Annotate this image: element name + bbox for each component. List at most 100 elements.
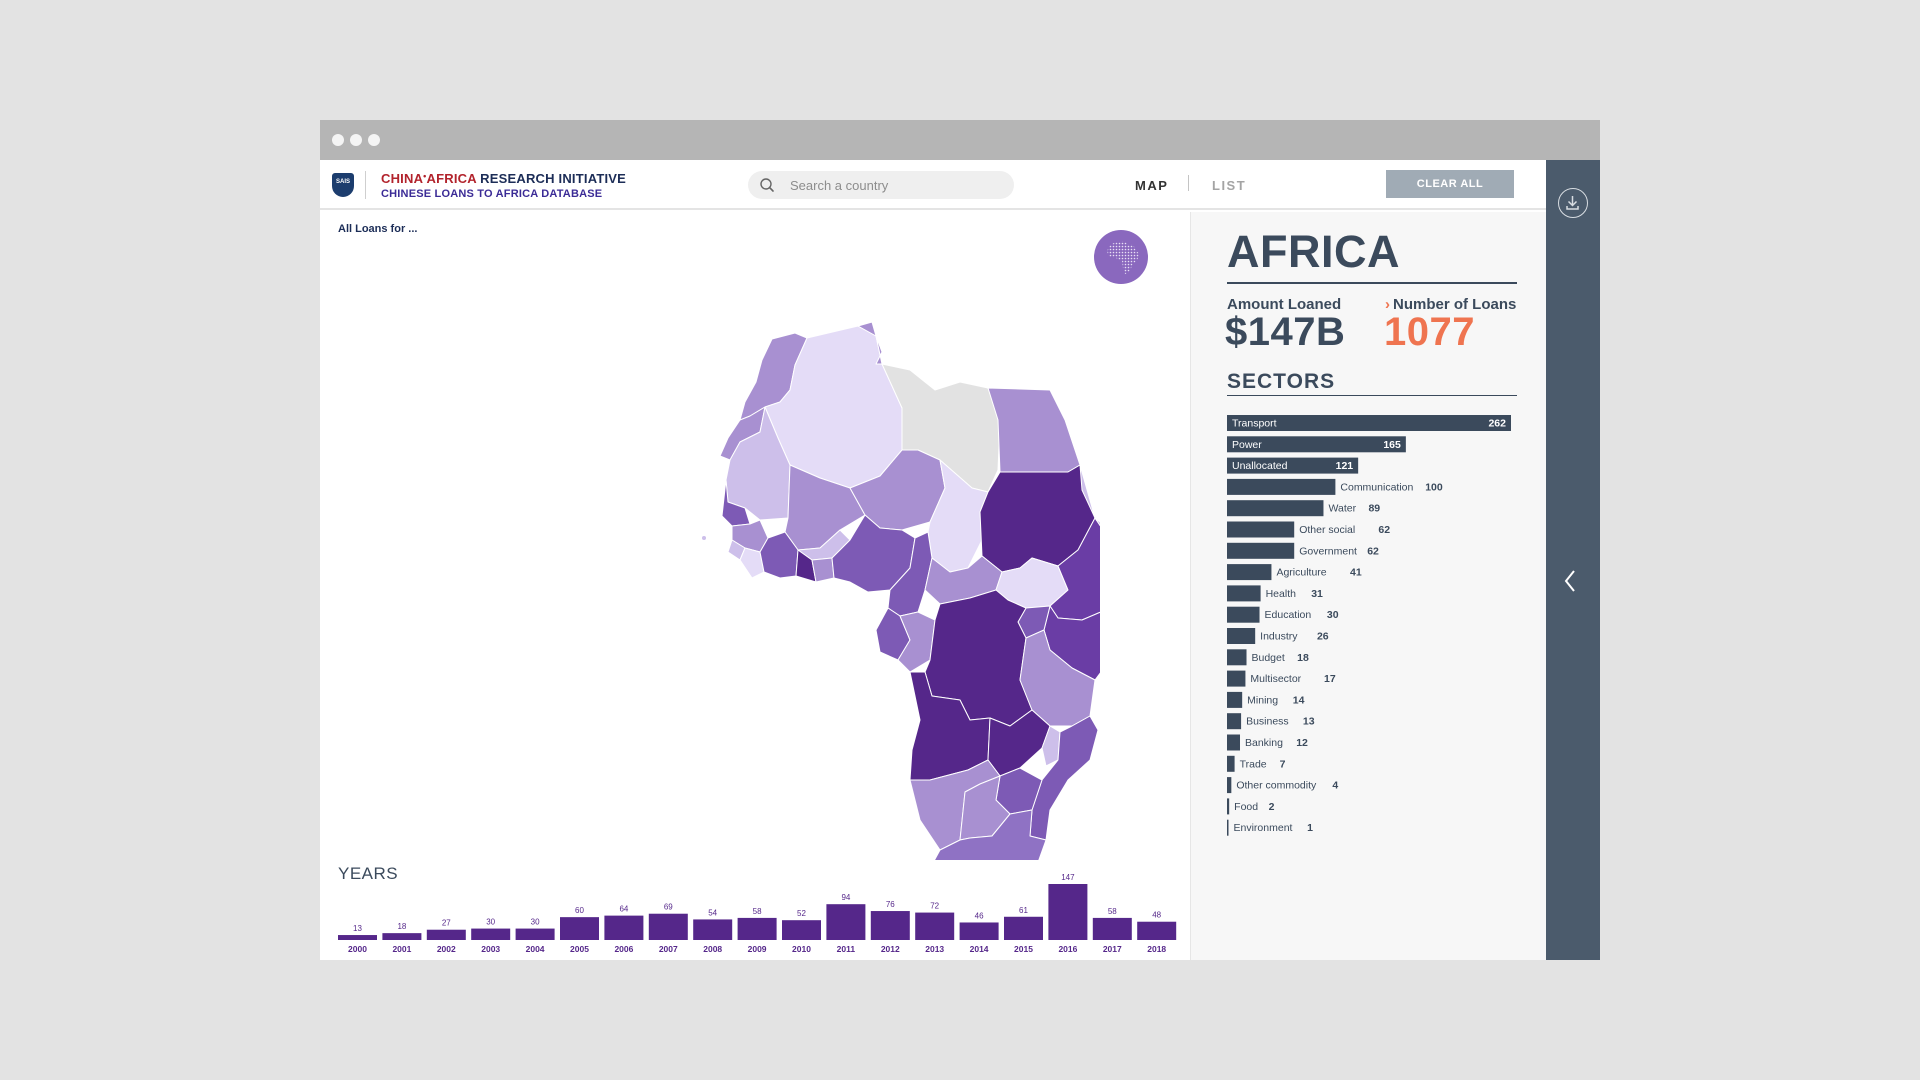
app-header: SAIS CHINA•AFRICA RESEARCH INITIATIVE CH… (320, 160, 1546, 210)
chevron-right-icon: › (1385, 296, 1390, 313)
country-egypt (987, 387, 1081, 473)
year-tick-label: 2015 (1014, 944, 1033, 954)
sector-value: 62 (1367, 545, 1379, 557)
year-bar (382, 933, 422, 940)
year-tick-label: 2002 (437, 944, 456, 954)
clear-all-button[interactable]: CLEAR ALL (1386, 170, 1514, 198)
sector-bar (1227, 691, 1243, 708)
island-cape-verde (702, 536, 706, 540)
year-bar-value: 48 (1152, 911, 1161, 920)
sector-label: Health (1266, 588, 1297, 600)
year-tick-label: 2000 (348, 944, 367, 954)
year-tick-label: 2008 (703, 944, 722, 954)
year-bar-value: 94 (841, 893, 850, 902)
sector-label: Multisector (1250, 673, 1301, 685)
sector-value: 262 (1488, 418, 1506, 430)
sector-value: 100 (1425, 481, 1443, 493)
download-button[interactable] (1558, 188, 1588, 218)
year-bar (870, 911, 910, 940)
tab-map[interactable]: MAP (1135, 178, 1169, 193)
sector-label: Budget (1252, 652, 1285, 664)
window-close-dot[interactable] (332, 134, 344, 146)
year-tick-label: 2014 (970, 944, 989, 954)
search-box[interactable] (748, 171, 1014, 199)
year-bar-value: 72 (930, 902, 939, 911)
tab-list[interactable]: LIST (1212, 178, 1247, 193)
year-bar-value: 60 (575, 906, 584, 915)
sector-value: 13 (1303, 716, 1315, 728)
sector-value: 30 (1327, 609, 1339, 621)
title-rule (1227, 282, 1517, 284)
years-title: YEARS (338, 864, 399, 883)
sectors-rule (1227, 395, 1517, 396)
sector-value: 7 (1280, 758, 1286, 770)
download-icon (1566, 196, 1579, 210)
filter-label: All Loans for ... (338, 223, 418, 235)
country-south-africa (933, 809, 1047, 860)
sector-value: 89 (1368, 503, 1380, 515)
year-bar-value: 58 (753, 907, 762, 916)
sector-value: 31 (1311, 588, 1323, 600)
year-bar-value: 18 (397, 922, 406, 931)
brand-africa: AFRICA (426, 171, 477, 186)
window-maximize-dot[interactable] (368, 134, 380, 146)
country-tunisia (857, 321, 883, 365)
year-tick-label: 2011 (837, 944, 856, 954)
sector-label: Environment (1234, 822, 1293, 834)
year-tick-label: 2007 (659, 944, 678, 954)
nav-divider (1188, 175, 1189, 191)
sectors-title: SECTORS (1227, 370, 1336, 393)
country-togo-benin (811, 557, 835, 583)
sector-value: 18 (1297, 652, 1309, 664)
amount-loaned-value: $147B (1225, 310, 1346, 354)
years-bar-chart[interactable]: 13 2000 18 2001 27 2002 30 2003 30 2004 60 2005 64 20… (338, 870, 1178, 960)
sector-value: 121 (1336, 460, 1354, 472)
globe-icon[interactable] (1094, 230, 1148, 284)
sector-label: Other social (1299, 524, 1355, 536)
sector-bar (1227, 649, 1247, 666)
year-bar-value: 76 (886, 900, 895, 909)
year-tick-label: 2018 (1147, 944, 1166, 954)
year-bar (515, 928, 555, 940)
sector-value: 17 (1324, 673, 1336, 685)
map-panel: All Loans for ... (320, 212, 1188, 960)
window-minimize-dot[interactable] (350, 134, 362, 146)
year-tick-label: 2017 (1103, 944, 1122, 954)
year-bar-value: 13 (353, 924, 362, 933)
sector-label: Agriculture (1276, 567, 1326, 579)
year-bar (1048, 884, 1088, 940)
year-bar-value: 52 (797, 909, 806, 918)
sector-bar (1227, 500, 1324, 517)
year-bar (1004, 916, 1043, 940)
year-tick-label: 2003 (481, 944, 500, 954)
sector-label: Banking (1245, 737, 1283, 749)
year-bar-value: 58 (1108, 907, 1117, 916)
collapse-chevron-left-icon[interactable] (1562, 568, 1578, 594)
sector-value: 165 (1383, 439, 1401, 451)
search-input[interactable] (790, 175, 1000, 195)
year-bar-value: 27 (442, 919, 451, 928)
sais-logo[interactable]: SAIS (332, 173, 354, 197)
number-of-loans-toggle[interactable]: › Number of Loans (1385, 296, 1516, 313)
sector-bar (1227, 819, 1229, 836)
sector-label: Industry (1260, 631, 1298, 643)
sector-label: Other commodity (1236, 780, 1317, 792)
year-bar-value: 147 (1061, 873, 1075, 882)
year-tick-label: 2013 (925, 944, 944, 954)
sector-value: 62 (1378, 524, 1390, 536)
sector-value: 12 (1296, 737, 1308, 749)
country-eritrea (1079, 464, 1100, 527)
africa-choropleth-map[interactable] (380, 240, 1100, 860)
sector-label: Food (1234, 801, 1258, 813)
year-bar (338, 935, 377, 940)
year-tick-label: 2010 (792, 944, 811, 954)
brand-initiative: RESEARCH INITIATIVE (476, 171, 627, 186)
number-of-loans-label: Number of Loans (1393, 296, 1517, 313)
region-title: AFRICA (1227, 226, 1400, 277)
sector-label: Mining (1247, 694, 1278, 706)
country-malawi (1041, 725, 1061, 767)
sector-value: 1 (1307, 822, 1313, 834)
sector-value: 14 (1293, 694, 1305, 706)
year-bar-value: 61 (1019, 906, 1028, 915)
